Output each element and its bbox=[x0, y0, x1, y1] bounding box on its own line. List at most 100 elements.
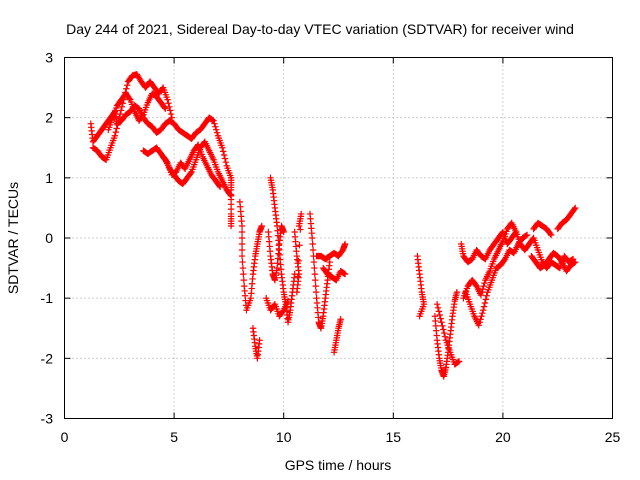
y-tick-label: 1 bbox=[45, 170, 53, 186]
data-point bbox=[166, 103, 173, 111]
data-point bbox=[220, 148, 227, 155]
data-point bbox=[440, 329, 448, 337]
data-point bbox=[455, 358, 463, 365]
data-point bbox=[112, 128, 119, 136]
data-point bbox=[164, 96, 171, 103]
data-point bbox=[168, 114, 176, 121]
data-point bbox=[436, 311, 443, 319]
y-tick-label: -3 bbox=[41, 411, 54, 427]
data-point bbox=[309, 240, 316, 248]
data-point bbox=[167, 110, 175, 118]
data-point bbox=[441, 333, 449, 340]
data-point bbox=[547, 231, 555, 239]
chart-title: Day 244 of 2021, Sidereal Day-to-day VTE… bbox=[66, 21, 574, 37]
data-point bbox=[187, 169, 194, 177]
data-point bbox=[238, 228, 246, 236]
data-point bbox=[294, 273, 301, 280]
data-point bbox=[483, 292, 490, 299]
data-point bbox=[478, 288, 486, 296]
data-point bbox=[238, 222, 246, 230]
data-point bbox=[117, 107, 125, 114]
data-point bbox=[280, 228, 287, 236]
data-point bbox=[479, 310, 486, 317]
data-point bbox=[113, 125, 120, 132]
data-point bbox=[453, 288, 461, 296]
data-point bbox=[340, 270, 348, 277]
data-point bbox=[116, 114, 123, 121]
x-tick-label: 25 bbox=[605, 429, 621, 445]
data-point bbox=[309, 246, 317, 254]
y-tick-label: 2 bbox=[45, 110, 53, 126]
data-point bbox=[311, 270, 319, 278]
data-point bbox=[512, 228, 520, 236]
data-point bbox=[454, 358, 462, 366]
data-point bbox=[219, 144, 226, 151]
x-tick-label: 5 bbox=[170, 429, 178, 445]
data-series-sdtvar bbox=[87, 71, 579, 380]
data-point bbox=[123, 81, 131, 89]
data-point bbox=[312, 282, 319, 290]
data-point bbox=[311, 264, 318, 272]
y-tick-label: -1 bbox=[41, 290, 54, 306]
data-point bbox=[308, 234, 316, 242]
data-point bbox=[211, 120, 218, 127]
data-point bbox=[256, 337, 263, 344]
data-point bbox=[238, 246, 246, 254]
x-tick-label: 0 bbox=[61, 429, 69, 445]
x-tick-label: 10 bbox=[276, 429, 292, 445]
data-point bbox=[240, 270, 247, 278]
x-tick-label: 15 bbox=[386, 429, 402, 445]
data-point bbox=[312, 288, 320, 296]
data-point bbox=[126, 95, 133, 102]
y-tick-label: -2 bbox=[41, 350, 54, 366]
data-point bbox=[222, 158, 230, 166]
data-point bbox=[310, 258, 318, 266]
data-point bbox=[238, 234, 246, 242]
data-point bbox=[239, 264, 247, 272]
data-point bbox=[572, 204, 579, 212]
data-point bbox=[337, 316, 344, 323]
data-point bbox=[479, 285, 486, 293]
data-point bbox=[116, 110, 124, 118]
data-point bbox=[434, 304, 442, 311]
data-point bbox=[341, 270, 349, 278]
data-point bbox=[547, 230, 554, 237]
data-point bbox=[522, 232, 530, 239]
y-axis-label: SDTVAR / TECUs bbox=[5, 182, 21, 294]
data-point bbox=[326, 258, 333, 266]
data-point bbox=[239, 258, 246, 266]
data-point bbox=[481, 299, 489, 307]
data-point bbox=[433, 300, 441, 308]
data-point bbox=[293, 288, 301, 296]
data-point bbox=[482, 296, 490, 303]
data-point bbox=[210, 117, 217, 124]
data-point bbox=[477, 291, 485, 299]
data-point bbox=[166, 107, 174, 114]
data-point bbox=[212, 123, 219, 130]
data-point bbox=[572, 258, 579, 266]
data-point bbox=[439, 322, 446, 330]
data-point bbox=[476, 319, 483, 326]
data-point bbox=[571, 259, 578, 266]
data-point bbox=[440, 326, 447, 333]
data-point bbox=[213, 129, 221, 136]
data-point bbox=[416, 313, 423, 320]
data-point bbox=[163, 158, 170, 165]
data-point bbox=[523, 231, 531, 239]
data-point bbox=[161, 104, 168, 111]
data-point bbox=[312, 276, 319, 284]
data-point bbox=[118, 103, 126, 111]
data-point bbox=[295, 222, 303, 230]
y-tick-label: 3 bbox=[45, 50, 53, 66]
data-point bbox=[212, 126, 220, 133]
data-point bbox=[240, 276, 248, 284]
data-point bbox=[238, 240, 246, 248]
data-point bbox=[438, 319, 445, 326]
data-point bbox=[480, 282, 487, 290]
data-point bbox=[479, 307, 487, 314]
data-point bbox=[139, 112, 146, 120]
data-point bbox=[437, 315, 444, 322]
data-point bbox=[477, 316, 484, 323]
data-point bbox=[114, 121, 121, 129]
